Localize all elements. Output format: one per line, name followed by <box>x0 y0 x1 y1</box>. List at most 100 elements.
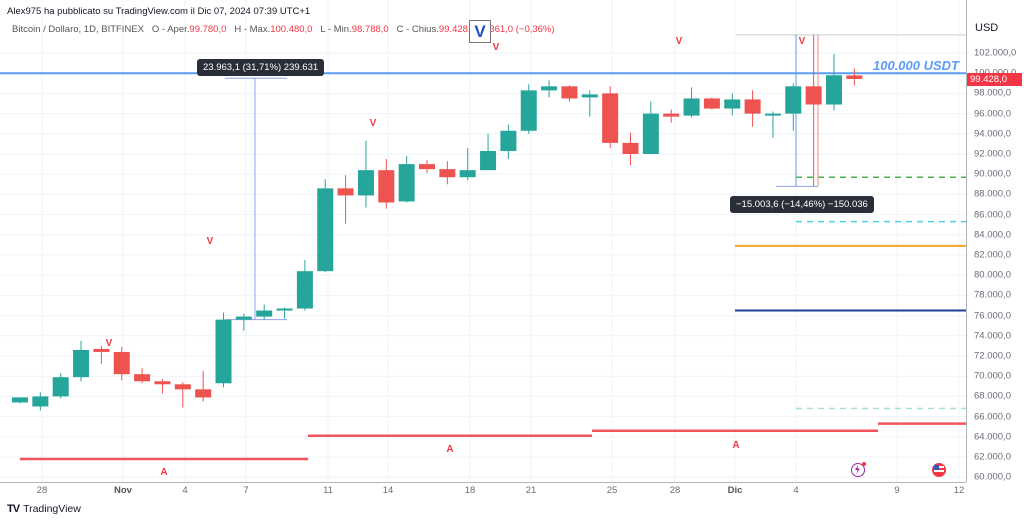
time-tick: 4 <box>793 485 799 496</box>
candle-body <box>459 170 476 178</box>
price-tick: 74.000,0 <box>974 330 1011 342</box>
price-tick: 64.000,0 <box>974 431 1011 443</box>
price-tick: 90.000,0 <box>974 168 1011 180</box>
change-value: −361,0 (−0,36%) <box>483 24 555 35</box>
candle-body <box>541 86 558 91</box>
price-tick: 98.000,0 <box>974 87 1011 99</box>
us-flag-event-icon[interactable] <box>932 463 946 477</box>
candle-body <box>276 308 293 311</box>
candle-body <box>805 86 822 105</box>
candle-body <box>235 316 252 320</box>
time-axis[interactable]: 28 Nov 4 7 11 14 18 21 25 28 Dic 4 9 12 <box>0 482 966 499</box>
v-marker: V <box>798 36 806 47</box>
close-value: 99.428,0 <box>438 24 476 35</box>
candle-body <box>52 377 69 397</box>
candle-body <box>744 99 761 114</box>
lightning-event-icon[interactable] <box>851 462 866 477</box>
candle-body <box>439 169 456 178</box>
time-tick: 28 <box>669 485 681 496</box>
currency-unit: USD <box>975 22 999 34</box>
candle-body <box>378 170 395 203</box>
close-label: C - Chius. <box>396 24 439 35</box>
candle-body <box>174 384 191 390</box>
candle-body <box>724 99 741 109</box>
candle-body <box>500 130 517 151</box>
low-label: L - Min. <box>320 24 352 35</box>
a-marker: A <box>732 440 740 451</box>
time-tick: 11 <box>323 485 333 496</box>
v-marker: V <box>369 118 377 129</box>
publisher-line: Alex975 ha pubblicato su TradingView.com… <box>7 6 311 17</box>
time-tick: 21 <box>525 485 537 496</box>
price-tick: 68.000,0 <box>974 390 1011 402</box>
v-marker: V <box>105 338 113 349</box>
symbol-name[interactable]: Bitcoin / Dollaro, 1D, BITFINEX <box>12 24 144 35</box>
candle-body <box>12 397 28 403</box>
a-marker: A <box>446 444 454 455</box>
open-label: O - Aper. <box>151 24 190 35</box>
candle-body <box>663 113 680 117</box>
candle-body <box>337 188 354 196</box>
time-tick: 18 <box>464 485 476 496</box>
price-tick: 80.000,0 <box>974 269 1011 281</box>
candle-body <box>581 94 598 98</box>
candle-body <box>215 319 232 384</box>
high-label: H - Max. <box>234 24 271 35</box>
a-marker: A <box>160 467 168 478</box>
candle-body <box>764 113 781 116</box>
time-tick: 7 <box>243 485 249 496</box>
candle-body <box>134 374 151 382</box>
candle-body <box>296 271 313 309</box>
price-tick: 88.000,0 <box>974 188 1011 200</box>
candle-body <box>113 351 130 375</box>
chart-area[interactable] <box>0 0 966 482</box>
price-tick: 70.000,0 <box>974 370 1011 382</box>
time-tick: 12 <box>953 485 965 496</box>
candle-body <box>195 389 212 398</box>
price-tick: 72.000,0 <box>974 350 1011 362</box>
candle-body <box>785 86 802 114</box>
candle-body <box>317 188 334 272</box>
price-tick: 94.000,0 <box>974 128 1011 140</box>
candle-body <box>419 164 435 170</box>
low-value: 98.788,0 <box>351 24 389 35</box>
price-tick: 96.000,0 <box>974 108 1011 120</box>
candlestick-chart[interactable] <box>0 0 966 482</box>
v-marker: V <box>206 236 214 247</box>
v-marker: V <box>492 42 500 53</box>
candle-body <box>357 170 374 196</box>
candle-body <box>520 90 537 131</box>
time-tick: 25 <box>606 485 618 496</box>
measure-down-label: −15.003,6 (−14,46%) −150.036 <box>730 196 874 213</box>
footer: TV TradingView <box>7 503 81 515</box>
brand-name: TradingView <box>23 503 81 515</box>
v-box-marker[interactable]: V <box>469 20 491 43</box>
time-tick: 28 <box>36 485 48 496</box>
price-tick: 76.000,0 <box>974 310 1011 322</box>
candle-body <box>32 396 49 407</box>
time-tick: Dic <box>727 485 743 496</box>
time-tick: 9 <box>894 485 900 496</box>
candle-body <box>154 381 171 385</box>
price-tick: 102.000,0 <box>974 47 1017 59</box>
tradingview-logo-icon: TV <box>7 503 20 515</box>
candle-body <box>93 348 110 352</box>
price-tick: 82.000,0 <box>974 249 1011 261</box>
last-price-label: 99.428,0 <box>967 72 1022 86</box>
candle-body <box>622 142 639 154</box>
time-tick: 4 <box>182 485 188 496</box>
time-tick: Nov <box>114 485 132 496</box>
ohlc-legend: Bitcoin / Dollaro, 1D, BITFINEX O - Aper… <box>12 24 555 35</box>
price-tick: 60.000,0 <box>974 471 1011 483</box>
usdt-level-label: 100.000 USDT <box>873 58 959 73</box>
price-tick: 78.000,0 <box>974 289 1011 301</box>
price-tick: 84.000,0 <box>974 229 1011 241</box>
high-value: 100.480,0 <box>270 24 313 35</box>
candle-body <box>480 150 497 171</box>
measure-up-label: 23.963,1 (31,71%) 239.631 <box>197 59 325 76</box>
candle-body <box>703 98 720 109</box>
candle-body <box>642 113 659 154</box>
candle-body <box>826 75 842 105</box>
price-tick: 86.000,0 <box>974 209 1011 221</box>
candle-body <box>846 75 863 79</box>
